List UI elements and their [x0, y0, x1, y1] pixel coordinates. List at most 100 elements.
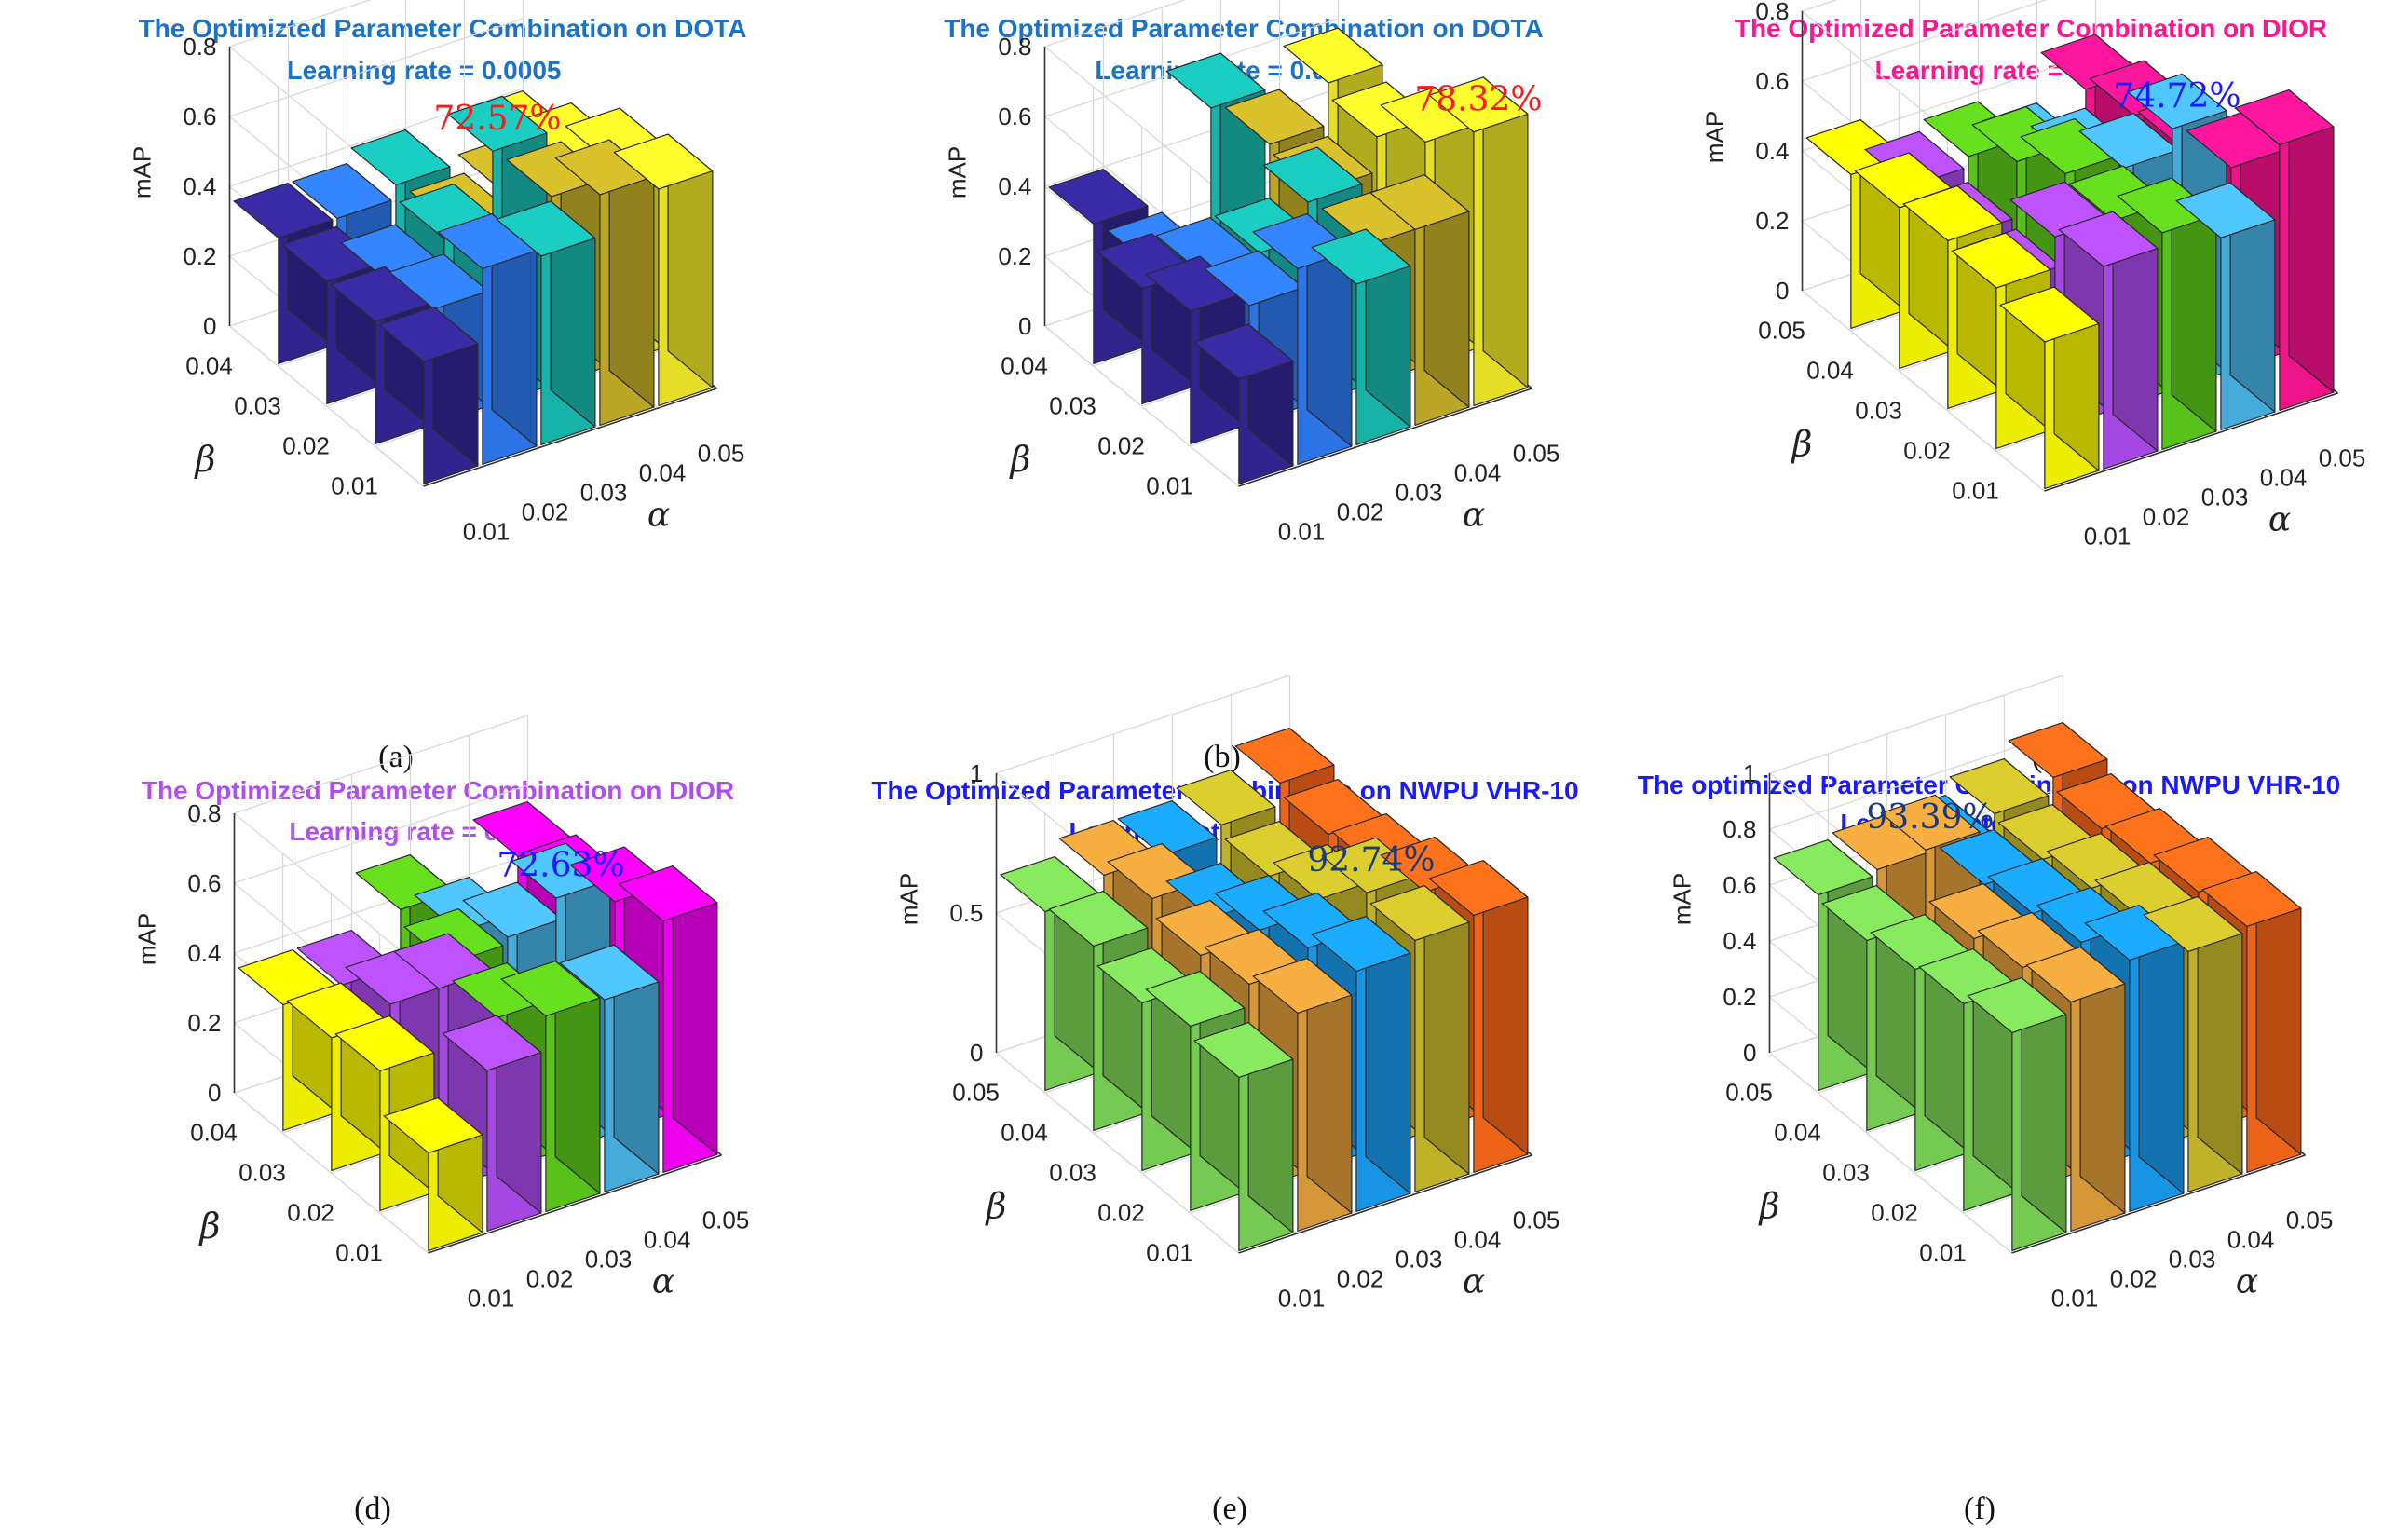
bar-a0.03-b0.01	[496, 200, 596, 445]
chart-panel-5: The Optimized Parameter Combination on N…	[871, 675, 1579, 1526]
bar-top-face	[1252, 957, 1353, 1015]
z-tick-label: 0.2	[1755, 207, 1789, 235]
best-value-annotation: 72.63%	[497, 847, 624, 885]
bar-a0.01-b0.01	[1193, 1021, 1294, 1252]
bar-top-face	[447, 95, 548, 152]
alpha-axis-line	[2011, 1154, 2306, 1254]
bar-top-face	[2175, 182, 2276, 238]
bar-top-face	[1951, 232, 2051, 289]
z-tick-label: 0.8	[998, 33, 1031, 61]
bar-top-face	[350, 129, 451, 185]
alpha-tick-label: 0.05	[1513, 1206, 1560, 1234]
bar-top-face	[1311, 915, 1411, 973]
bar-top-face	[2084, 904, 2185, 961]
chart-subtitle: Learning rate = 0.0005	[287, 56, 562, 85]
beta-tick-label: 0.03	[238, 1159, 286, 1187]
alpha-tick-label: 0.03	[580, 479, 628, 507]
bar-top-face	[2025, 946, 2126, 1003]
bar-a0.04-b0.01	[559, 944, 660, 1193]
z-tick-label: 0.6	[1723, 871, 1756, 899]
alpha-tick-label: 0.03	[1396, 1246, 1443, 1274]
chart-title: The Optimizted Parameter Combination on …	[139, 14, 747, 43]
bar-a0.03-b0.01	[2084, 904, 2185, 1213]
bar-top-face	[1880, 794, 1981, 851]
alpha-tick-label: 0.05	[702, 1206, 750, 1234]
alpha-tick-label: 0.04	[639, 459, 687, 487]
alpha-tick-label: 0.04	[1454, 459, 1502, 487]
alpha-tick-label: 0.04	[2260, 464, 2308, 492]
bar-a0.01-b0.03	[1870, 913, 1970, 1172]
z-tick-label: 0.8	[1723, 815, 1756, 843]
bar-a0.01-b0.05	[1773, 838, 1873, 1092]
bar-a0.01-b0.01	[383, 1097, 483, 1252]
alpha-tick-label: 0.05	[2286, 1206, 2334, 1234]
alpha-tick-label: 0.03	[2169, 1246, 2216, 1274]
beta-tick-label: 0.01	[1146, 472, 1193, 500]
beta-tick-label: 0.02	[1097, 1199, 1145, 1227]
bar-top-face	[1117, 799, 1218, 857]
z-axis-label: mAP	[129, 146, 157, 198]
chart-panel-1: The Optimizted Parameter Combination on …	[129, 0, 747, 774]
bar-top-face	[281, 225, 382, 282]
bar-top-face	[1176, 769, 1276, 826]
panel-caption: (e)	[1212, 1492, 1247, 1526]
beta-tick-label: 0.04	[1001, 352, 1048, 380]
bar-top-face	[1048, 169, 1149, 225]
bars	[238, 800, 718, 1252]
bar-top-face	[559, 944, 660, 1001]
alpha-tick-label: 0.04	[1454, 1226, 1502, 1254]
z-tick-label: 0	[208, 1079, 221, 1107]
beta-tick-label: 0.02	[1097, 432, 1145, 460]
bar-a0.01-b0.04	[238, 948, 338, 1132]
bar-top-face	[1262, 146, 1363, 203]
bar-top-face	[1311, 228, 1411, 285]
alpha-axis-label: α	[2268, 501, 2291, 539]
alpha-axis-label: α	[647, 497, 670, 535]
bar-top-face	[1428, 859, 1529, 917]
beta-axis-label: β	[1791, 424, 1813, 465]
bar-a0.01-b0.01	[1967, 976, 2067, 1252]
panel-caption: (b)	[1204, 740, 1241, 774]
panel-caption: (a)	[378, 740, 414, 774]
bar-top-face	[496, 200, 596, 257]
bars	[233, 89, 714, 485]
best-value-annotation: 74.72%	[2113, 77, 2240, 116]
beta-tick-label: 0.01	[335, 1239, 383, 1267]
alpha-tick-label: 0.01	[2084, 523, 2131, 551]
bar-top-face	[1999, 286, 2100, 343]
alpha-axis-line	[423, 388, 717, 487]
bar-top-face	[1193, 1021, 1294, 1079]
z-tick-label: 0	[1018, 312, 1031, 340]
alpha-tick-label: 0.02	[2110, 1265, 2158, 1293]
beta-tick-label: 0.03	[1822, 1159, 1870, 1187]
bar-top-face	[1193, 323, 1294, 380]
alpha-axis-line	[2044, 392, 2338, 492]
beta-axis-label: β	[985, 1186, 1007, 1227]
alpha-tick-label: 0.05	[698, 440, 745, 468]
alpha-tick-label: 0.02	[526, 1265, 574, 1293]
z-tick-label: 0.2	[1723, 983, 1756, 1011]
bar-a0.04-b0.01	[2143, 895, 2243, 1193]
beta-axis-label: β	[194, 439, 216, 480]
bar-a0.05-b0.01	[1428, 859, 1529, 1174]
bar-top-face	[1428, 76, 1529, 133]
bars	[1048, 27, 1529, 485]
beta-tick-label: 0.02	[1903, 437, 1951, 465]
bar-top-face	[1273, 843, 1373, 901]
alpha-tick-label: 0.02	[1337, 1265, 1384, 1293]
bar-top-face	[1234, 727, 1335, 784]
alpha-tick-label: 0.02	[522, 498, 569, 526]
beta-tick-label: 0.05	[1725, 1079, 1773, 1107]
bar-a0.02-b0.01	[2058, 211, 2159, 470]
bar-a0.03-b0.01	[1311, 228, 1411, 445]
z-tick-label: 0.6	[1755, 67, 1789, 95]
z-tick-label: 1	[970, 759, 983, 787]
bar-top-face	[500, 960, 601, 1017]
alpha-tick-label: 0.02	[1337, 498, 1384, 526]
alpha-tick-label: 0.04	[644, 1226, 691, 1254]
alpha-tick-label: 0.04	[2227, 1226, 2275, 1254]
chart-title: The Optimized Parameter Combination on D…	[142, 776, 734, 805]
z-axis-label: mAP	[133, 913, 161, 965]
z-axis-label: mAP	[895, 873, 923, 925]
z-tick-label: 0.2	[998, 242, 1031, 270]
